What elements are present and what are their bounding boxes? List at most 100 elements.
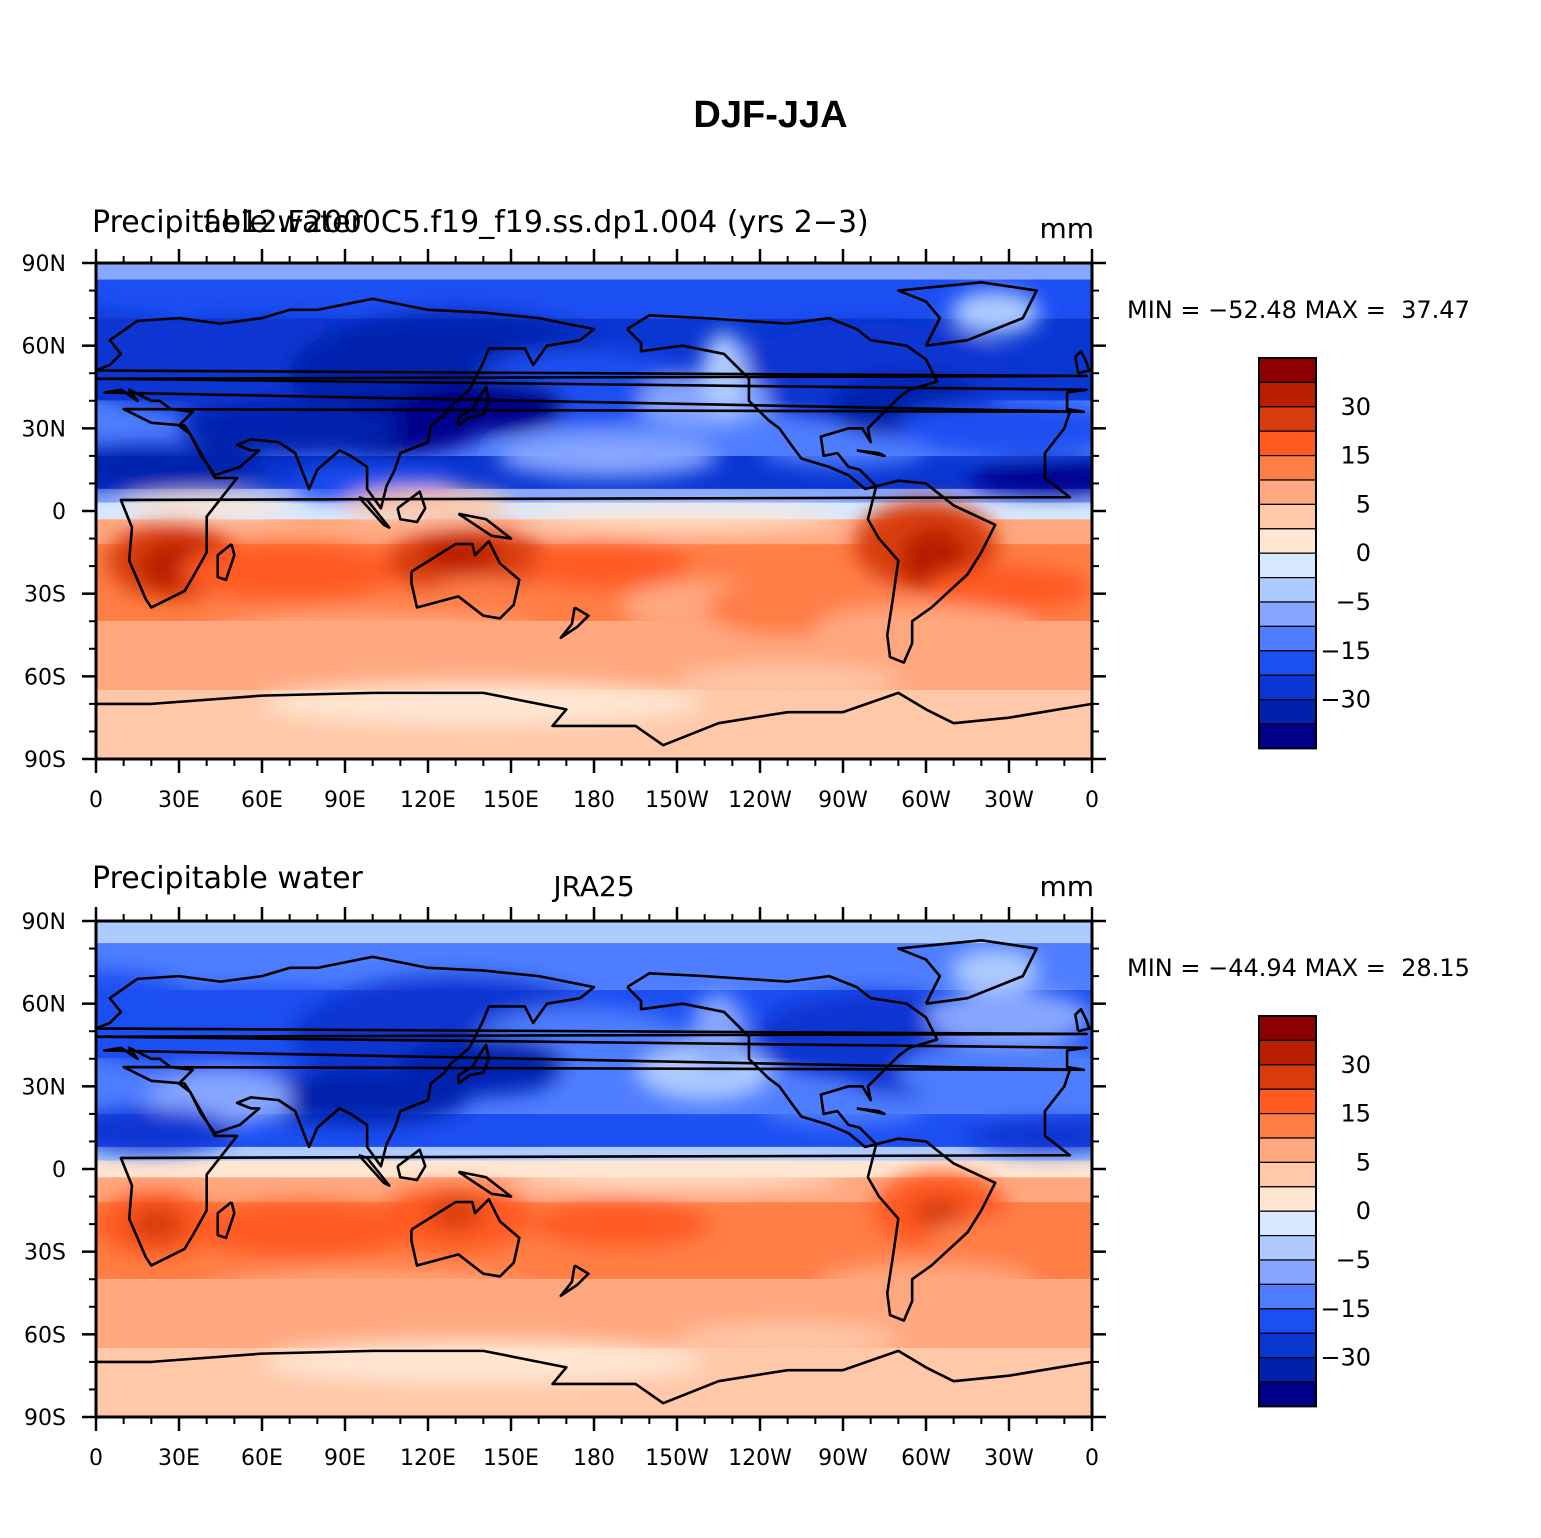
coastline bbox=[410, 540, 521, 620]
colorbar-swatch bbox=[1258, 1210, 1317, 1237]
lat-tick-label: 30S bbox=[24, 1241, 66, 1266]
lat-tick-label: 0 bbox=[52, 500, 66, 525]
contour-blob bbox=[248, 1069, 470, 1125]
map-axes: 0 30E 60E 90E 120E 150E 180 150W 120W 90W 60W 30W 09… bbox=[22, 907, 1106, 1471]
lon-tick-label: 0 bbox=[89, 1446, 103, 1471]
lon-tick-label: 120E bbox=[400, 788, 456, 813]
colorbar-label: 15 bbox=[1340, 442, 1371, 470]
contour-blob bbox=[926, 1215, 1092, 1260]
contour-blob bbox=[967, 1119, 1092, 1153]
colorbar-swatch bbox=[1258, 406, 1317, 432]
lon-tick-label: 180 bbox=[573, 788, 615, 813]
map-panel-obs: Precipitable water JRA25 mm 0 30E 60E 90E 12… bbox=[22, 861, 1371, 1471]
colorbar-swatch bbox=[1258, 455, 1317, 481]
contour-blob bbox=[262, 681, 705, 726]
contour-blob bbox=[123, 494, 290, 517]
coastline bbox=[357, 1153, 391, 1187]
colorbar-swatch bbox=[1258, 528, 1317, 554]
coastline bbox=[856, 449, 886, 458]
contour-blob bbox=[129, 1204, 185, 1244]
lon-tick-label: 120W bbox=[728, 1446, 792, 1471]
contour-blobs bbox=[96, 290, 1092, 726]
coastline bbox=[216, 1201, 236, 1240]
lat-tick-label: 30S bbox=[24, 583, 66, 608]
lat-tick-label: 90N bbox=[22, 910, 66, 935]
colorbar-swatch bbox=[1258, 1381, 1317, 1407]
contour-blob bbox=[262, 1339, 705, 1384]
lat-tick-label: 60S bbox=[24, 1323, 66, 1348]
lat-tick-label: 60N bbox=[22, 993, 66, 1018]
colorbar-label: 5 bbox=[1356, 490, 1371, 518]
colorbar-swatch bbox=[1258, 601, 1317, 627]
contour-blob bbox=[428, 577, 539, 611]
coastline bbox=[94, 955, 1088, 1168]
lat-tick-label: 90S bbox=[24, 1406, 66, 1431]
contour-blob bbox=[511, 508, 843, 531]
lat-tick-label: 30N bbox=[22, 1075, 66, 1100]
colorbar-swatch bbox=[1258, 430, 1317, 457]
contour-blob bbox=[533, 1202, 711, 1247]
colorbar-label: 15 bbox=[1340, 1100, 1371, 1128]
contour-blob bbox=[815, 1262, 1037, 1307]
coastline bbox=[626, 314, 939, 491]
colorbar-swatch bbox=[1258, 1332, 1317, 1359]
contour-blob bbox=[926, 566, 1092, 611]
colorbar-swatch bbox=[1258, 674, 1317, 701]
lon-tick-label: 0 bbox=[89, 788, 103, 813]
colorbar-label: −15 bbox=[1320, 1295, 1371, 1323]
contour-blob bbox=[345, 488, 511, 523]
coastline bbox=[96, 1349, 1093, 1405]
colorbar-swatch bbox=[1258, 1015, 1317, 1041]
colorbar-label: 30 bbox=[1340, 393, 1371, 421]
colorbar-swatch bbox=[1258, 503, 1317, 530]
contour-blob bbox=[677, 1323, 899, 1357]
colorbar-swatch bbox=[1258, 1186, 1317, 1212]
coastline bbox=[559, 1264, 590, 1298]
colorbar-swatch bbox=[1258, 1308, 1317, 1334]
coastline bbox=[119, 1065, 1072, 1267]
colorbar-swatch bbox=[1258, 1039, 1317, 1066]
contour-blob bbox=[192, 1202, 415, 1258]
coastline bbox=[396, 1148, 427, 1182]
contour-blob bbox=[400, 378, 567, 434]
contour-blob bbox=[950, 948, 1040, 993]
coastline bbox=[897, 280, 1038, 347]
coastlines bbox=[94, 938, 1093, 1405]
coastline bbox=[866, 479, 997, 664]
lon-tick-label: 30E bbox=[158, 1446, 200, 1471]
lon-tick-label: 0 bbox=[1085, 788, 1099, 813]
lon-tick-label: 30W bbox=[984, 788, 1034, 813]
lon-tick-label: 150E bbox=[483, 788, 539, 813]
coastline bbox=[410, 1198, 521, 1278]
panel-left-title: Precipitable water bbox=[92, 205, 364, 240]
contour-blob bbox=[898, 1039, 1092, 1106]
panel-units: mm bbox=[1039, 212, 1094, 245]
colorbar-swatch bbox=[1258, 723, 1317, 749]
colorbar-swatch bbox=[1258, 650, 1317, 676]
panel-left-title: Precipitable water bbox=[92, 861, 364, 896]
lon-tick-label: 180 bbox=[573, 1446, 615, 1471]
contour-blob bbox=[912, 1196, 968, 1230]
coastline bbox=[856, 1107, 886, 1116]
contour-band bbox=[96, 279, 1092, 319]
colorbar-label: −5 bbox=[1336, 1246, 1371, 1274]
contour-blob bbox=[967, 461, 1092, 495]
colorbar-swatch bbox=[1258, 552, 1317, 579]
colorbar-swatch bbox=[1258, 1259, 1317, 1285]
contour-blob bbox=[96, 444, 262, 489]
coastlines bbox=[94, 280, 1093, 747]
colorbar-swatch bbox=[1258, 1088, 1317, 1115]
lon-tick-label: 60W bbox=[901, 788, 951, 813]
contour-blob bbox=[524, 544, 691, 589]
colorbar-swatch bbox=[1258, 1356, 1317, 1383]
contour-blob bbox=[400, 1036, 567, 1092]
lon-tick-label: 30E bbox=[158, 788, 200, 813]
colorbar-swatch bbox=[1258, 381, 1317, 408]
coastline bbox=[866, 1137, 997, 1322]
contour-blob bbox=[677, 665, 899, 699]
coastline bbox=[897, 938, 1038, 1005]
colorbar-label: −15 bbox=[1320, 637, 1371, 665]
contour-blob bbox=[638, 1045, 772, 1101]
coastline bbox=[457, 1170, 513, 1198]
contour-blob bbox=[179, 400, 401, 456]
